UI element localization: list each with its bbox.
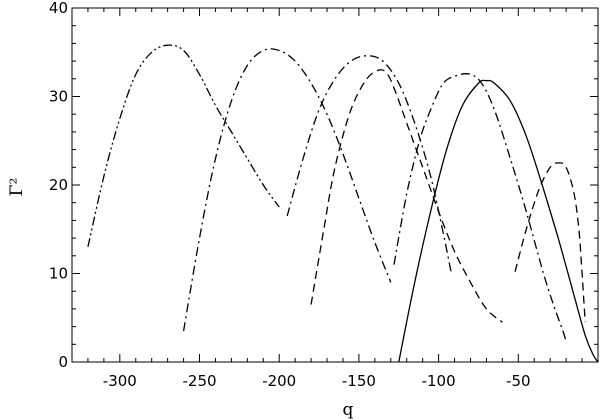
series-line-2-dashed <box>514 162 586 323</box>
series-line-3-dashed <box>310 69 503 323</box>
y-tick-label: 10 <box>49 265 68 283</box>
axes-layer: -300 -250 -200 -150 -100 -50 0 10 20 30 40 <box>49 0 599 390</box>
series-line-7-dashdotdot <box>87 44 280 248</box>
series-line-4-dashdot <box>393 73 567 342</box>
x-axis-title: q <box>343 400 354 419</box>
y-tick-label: 30 <box>49 88 68 106</box>
y-tick-label: 0 <box>58 353 68 371</box>
series-line-5-dashdot <box>286 55 453 274</box>
series-layer <box>87 44 599 363</box>
x-tick-label: -150 <box>342 372 376 390</box>
x-tick-label: -100 <box>422 372 456 390</box>
x-tick-label: -300 <box>103 372 137 390</box>
x-tick-label: -250 <box>182 372 216 390</box>
series-line-6-dashdot <box>182 48 392 332</box>
x-tick-label: -200 <box>262 372 296 390</box>
y-tick-label: 20 <box>49 176 68 194</box>
series-line-1-solid <box>398 79 599 363</box>
y-tick-label: 40 <box>49 0 68 17</box>
y-axis-title: Γ² <box>7 178 27 197</box>
x-tick-label: -50 <box>506 372 531 390</box>
plot-frame <box>71 7 599 363</box>
